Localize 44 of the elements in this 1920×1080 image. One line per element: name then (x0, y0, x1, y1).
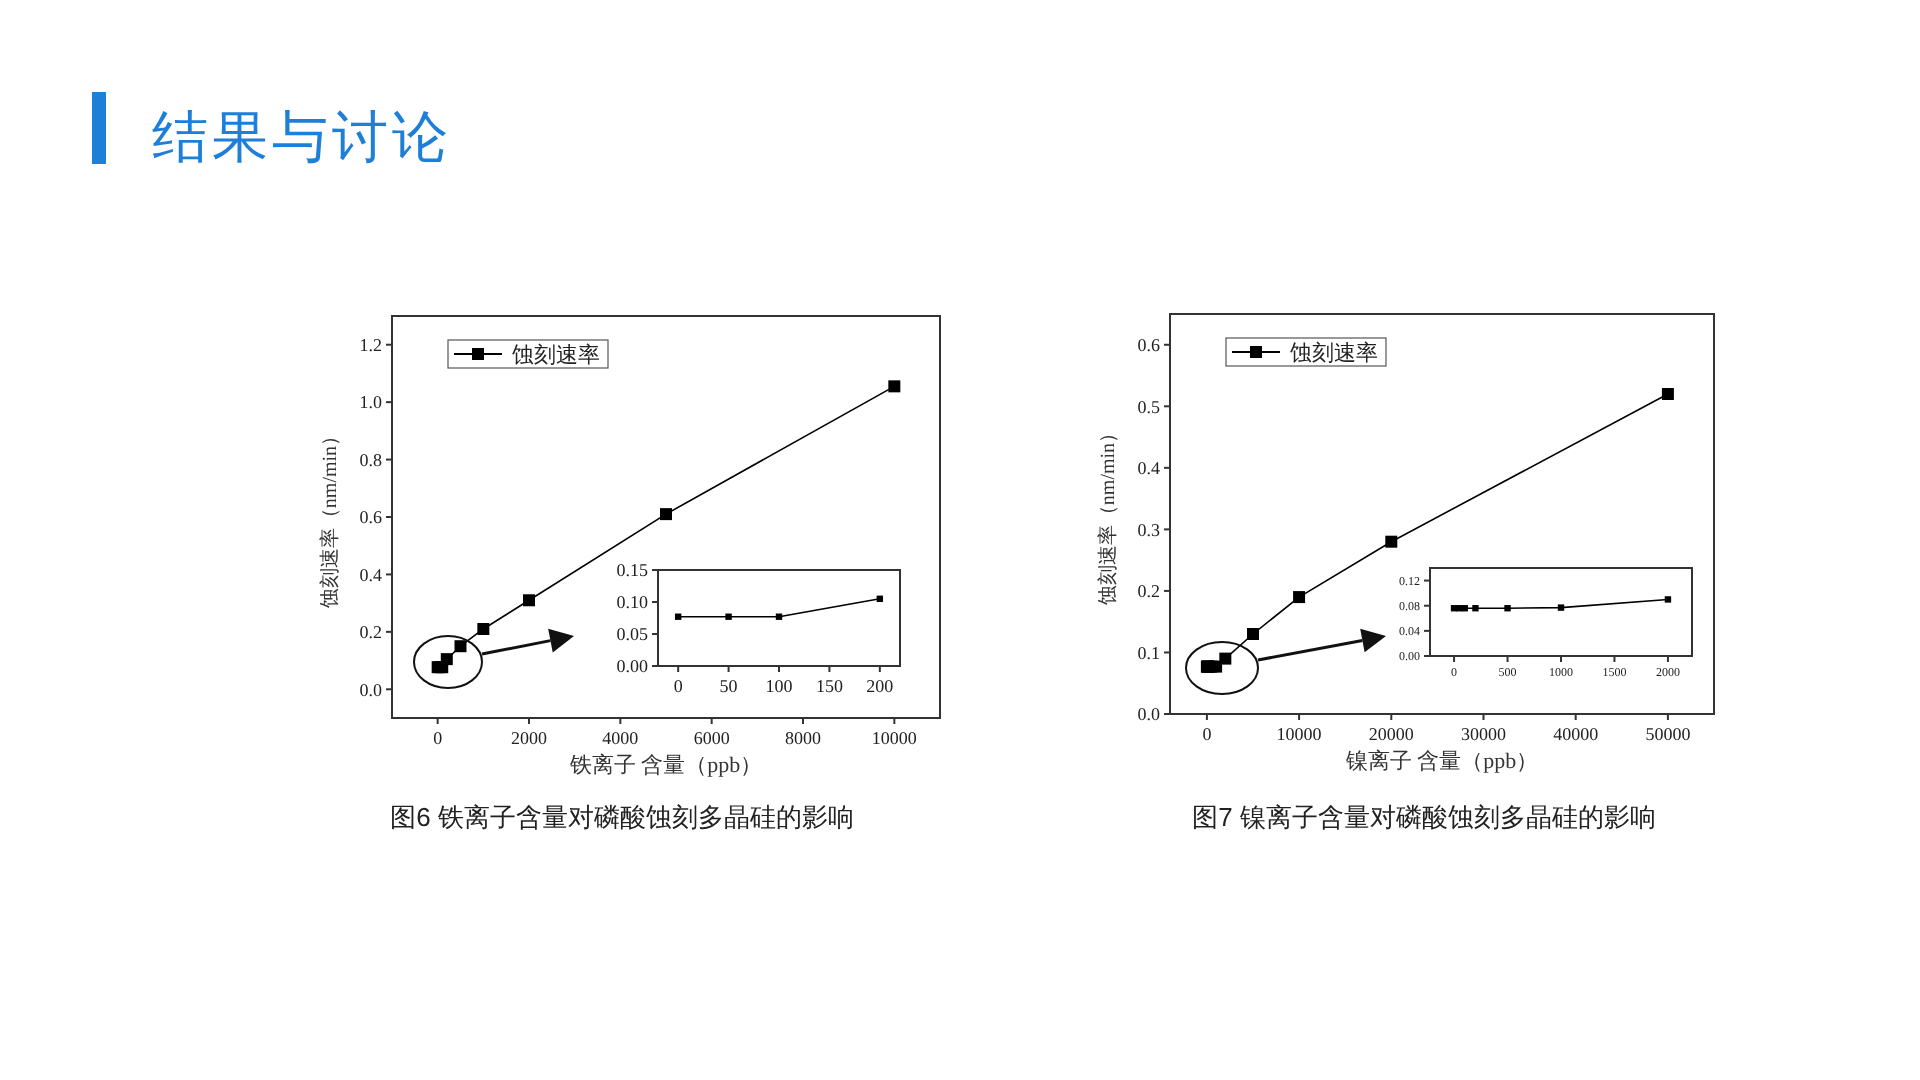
x-axis-title: 镍离子 含量（ppb） (1343, 748, 1539, 774)
x-tick-label: 20000 (1368, 724, 1415, 744)
y-tick-label: 0.2 (359, 622, 382, 643)
x-tick-label: 0 (433, 728, 444, 748)
caption: 图6 铁离子含量对磷酸蚀刻多晶硅的影响 (390, 802, 854, 832)
legend-label: 蚀刻速率 (1290, 340, 1378, 366)
x-tick-label: 10000 (1276, 724, 1323, 744)
y-tick-label: 0.2 (1137, 581, 1160, 602)
x-tick-label: 4000 (602, 728, 640, 748)
y-axis-title: 蚀刻速率（nm/min） (318, 425, 342, 609)
y-tick-label: 0.1 (1137, 642, 1160, 663)
y-tick-label: 1.2 (359, 335, 382, 356)
x-tick-label: 0 (1202, 724, 1213, 744)
x-tick-label: 40000 (1553, 724, 1600, 744)
y-tick-label: 0.4 (359, 564, 383, 585)
y-tick-label: 0.15 (616, 560, 649, 581)
y-tick-label: 0.0 (359, 679, 383, 700)
y-tick-label: 1.0 (359, 392, 383, 413)
y-tick-label: 0.5 (1137, 396, 1161, 417)
x-tick-label: 50 (719, 676, 739, 696)
y-tick-label: 0.6 (1137, 335, 1161, 356)
x-tick-label: 0 (673, 676, 684, 696)
x-tick-label: 6000 (693, 728, 731, 748)
x-tick-label: 100 (765, 676, 794, 696)
y-tick-label: 0.10 (616, 592, 649, 613)
y-tick-label: 0.0 (1137, 704, 1161, 725)
y-tick-label: 0.8 (359, 449, 383, 470)
y-tick-label: 0.3 (1137, 519, 1161, 540)
y-tick-label: 0.6 (359, 507, 383, 528)
x-tick-label: 2000 (511, 728, 548, 748)
y-tick-label: 0.4 (1137, 458, 1161, 479)
legend-label: 蚀刻速率 (512, 342, 600, 368)
y-tick-label: 0.05 (616, 624, 649, 645)
x-tick-label: 50000 (1645, 724, 1692, 744)
x-tick-label: 10000 (871, 728, 918, 748)
caption: 图7 镍离子含量对磷酸蚀刻多晶硅的影响 (1192, 802, 1656, 832)
x-axis-title: 铁离子 含量（ppb） (567, 752, 763, 778)
y-tick-label: 0.00 (616, 656, 649, 677)
x-tick-label: 200 (866, 676, 895, 696)
x-tick-label: 150 (815, 676, 844, 696)
text: 结果与讨论 (152, 106, 452, 168)
x-tick-label: 8000 (785, 728, 822, 748)
y-axis-title: 蚀刻速率（nm/min） (1096, 422, 1120, 606)
x-tick-label: 30000 (1460, 724, 1507, 744)
